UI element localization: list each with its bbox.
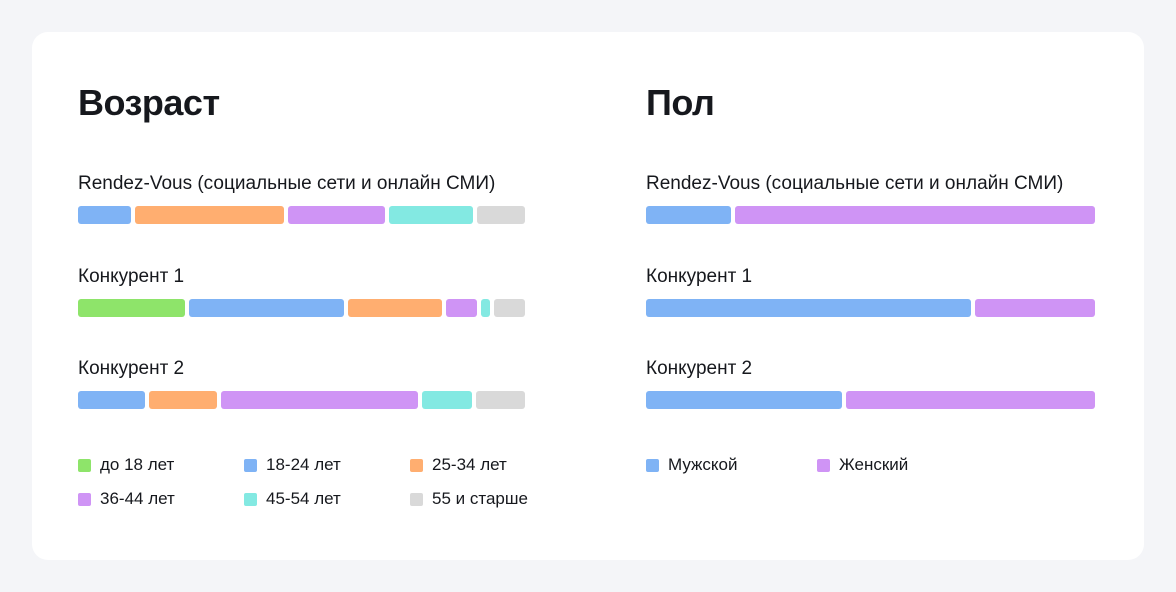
legend-swatch (410, 458, 423, 472)
stacked-bar-competitor-2 (646, 391, 1095, 409)
stacked-bar-competitor-1 (646, 299, 1095, 317)
legend-item: 25-34 лет (410, 454, 507, 476)
legend-swatch (817, 458, 830, 472)
bar-group: Конкурент 1 (646, 265, 1095, 317)
demographics-card: Возраст Rendez-Vous (социальные сети и о… (32, 32, 1144, 560)
legend-item: 36-44 лет (78, 488, 175, 510)
bar-segment (845, 391, 1095, 409)
bar-label-competitor-2: Конкурент 2 (78, 358, 185, 379)
legend-swatch (410, 492, 423, 506)
gender-panel: Пол Rendez-Vous (социальные сети и онлай… (646, 32, 1116, 560)
bar-segment (480, 299, 490, 317)
legend-label: 25-34 лет (432, 455, 507, 474)
legend-swatch (244, 492, 257, 506)
bar-segment (78, 206, 131, 224)
bar-group: Rendez-Vous (социальные сети и онлайн СМ… (646, 172, 1095, 224)
bar-segment (493, 299, 525, 317)
legend-label: Женский (839, 455, 909, 474)
stacked-bar-competitor-2 (78, 391, 525, 409)
bar-segment (288, 206, 386, 224)
bar-group: Конкурент 2 (78, 357, 525, 409)
bar-segment (974, 299, 1095, 317)
bar-segment (220, 391, 419, 409)
stacked-bar-rendez-vous (646, 206, 1095, 224)
bar-segment (646, 206, 731, 224)
bar-label-competitor-1: Конкурент 1 (646, 266, 753, 287)
stacked-bar-competitor-1 (78, 299, 525, 317)
bar-group: Rendez-Vous (социальные сети и онлайн СМ… (78, 172, 525, 224)
bar-label-rendez-vous: Rendez-Vous (социальные сети и онлайн СМ… (646, 173, 1064, 194)
gender-chart-title: Пол (646, 82, 715, 123)
legend-label: 55 и старше (432, 489, 528, 508)
legend-swatch (78, 492, 91, 506)
bar-segment (475, 391, 525, 409)
bar-segment (78, 299, 185, 317)
age-chart-title: Возраст (78, 82, 220, 123)
bar-segment (188, 299, 345, 317)
legend-item: Мужской (646, 454, 738, 476)
bar-segment (389, 206, 473, 224)
legend-item: 45-54 лет (244, 488, 341, 510)
bar-segment (476, 206, 525, 224)
bar-group: Конкурент 2 (646, 357, 1095, 409)
legend-swatch (78, 458, 91, 472)
legend-item: до 18 лет (78, 454, 174, 476)
bar-segment (149, 391, 217, 409)
legend-item: 55 и старше (410, 488, 528, 510)
legend-item: 18-24 лет (244, 454, 341, 476)
bar-segment (78, 391, 146, 409)
bar-label-rendez-vous: Rendez-Vous (социальные сети и онлайн СМ… (78, 173, 496, 194)
bar-label-competitor-1: Конкурент 1 (78, 266, 185, 287)
bar-group: Конкурент 1 (78, 265, 525, 317)
bar-segment (134, 206, 285, 224)
legend-item: Женский (817, 454, 908, 476)
legend-swatch (646, 458, 659, 472)
bar-segment (734, 206, 1095, 224)
legend-label: 18-24 лет (266, 455, 341, 474)
stacked-bar-rendez-vous (78, 206, 525, 224)
legend-label: Мужской (668, 455, 738, 474)
bar-segment (445, 299, 477, 317)
bar-segment (422, 391, 472, 409)
legend-swatch (244, 458, 257, 472)
bar-label-competitor-2: Конкурент 2 (646, 358, 753, 379)
bar-segment (646, 299, 971, 317)
legend-label: 36-44 лет (100, 489, 175, 508)
bar-segment (348, 299, 442, 317)
age-panel: Возраст Rendez-Vous (социальные сети и о… (78, 32, 548, 560)
legend-label: 45-54 лет (266, 489, 341, 508)
bar-segment (646, 391, 842, 409)
legend-label: до 18 лет (100, 455, 175, 474)
